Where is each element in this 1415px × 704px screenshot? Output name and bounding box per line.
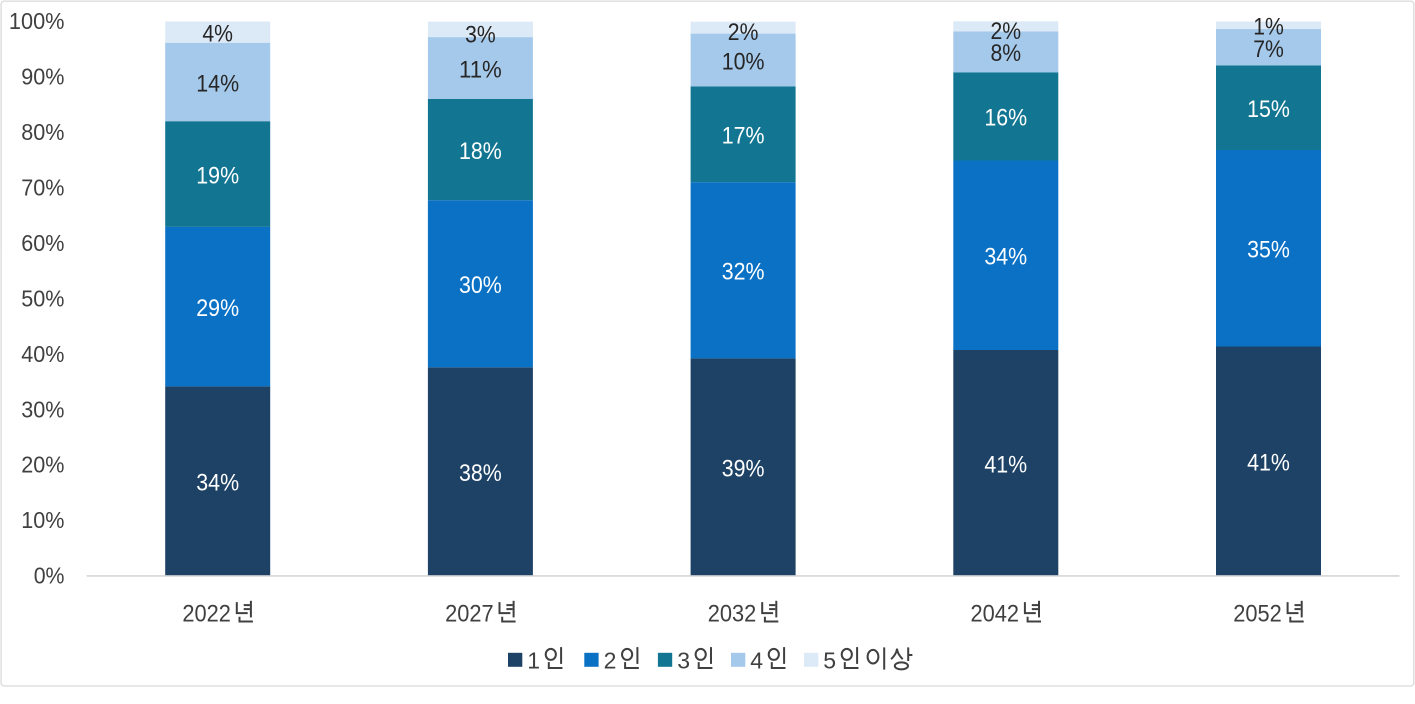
svg-text:15%: 15% (1247, 96, 1290, 123)
svg-text:70%: 70% (21, 174, 64, 200)
svg-text:11%: 11% (459, 56, 502, 83)
svg-text:2032: 2032 (708, 601, 757, 628)
svg-text:8%: 8% (991, 40, 1022, 67)
svg-text:4: 4 (750, 647, 763, 673)
svg-text:20%: 20% (21, 452, 64, 478)
svg-text:3: 3 (677, 647, 690, 673)
svg-text:17%: 17% (722, 123, 765, 150)
svg-text:38%: 38% (459, 460, 502, 487)
svg-text:18%: 18% (459, 138, 502, 165)
svg-text:2%: 2% (991, 18, 1022, 45)
svg-text:30%: 30% (21, 396, 64, 422)
svg-text:10%: 10% (21, 507, 64, 533)
svg-text:80%: 80% (21, 119, 64, 145)
svg-text:30%: 30% (459, 272, 502, 299)
svg-text:34%: 34% (196, 469, 239, 496)
svg-text:39%: 39% (722, 455, 765, 482)
svg-text:2027: 2027 (445, 601, 494, 628)
svg-text:2052: 2052 (1233, 601, 1282, 628)
svg-text:10%: 10% (722, 48, 765, 75)
svg-text:2022: 2022 (182, 601, 231, 628)
svg-text:41%: 41% (984, 451, 1027, 478)
svg-text:2%: 2% (728, 19, 759, 46)
svg-text:41%: 41% (1247, 450, 1290, 477)
svg-text:34%: 34% (984, 244, 1027, 271)
svg-text:5: 5 (823, 647, 836, 673)
svg-text:0%: 0% (34, 563, 65, 589)
svg-text:4%: 4% (202, 20, 233, 47)
svg-text:7%: 7% (1253, 36, 1284, 63)
svg-text:3%: 3% (465, 21, 496, 48)
svg-text:2: 2 (604, 647, 617, 673)
svg-text:14%: 14% (196, 70, 239, 97)
svg-text:16%: 16% (984, 105, 1027, 132)
svg-text:100%: 100% (9, 8, 65, 34)
svg-text:1%: 1% (1253, 13, 1284, 40)
svg-text:60%: 60% (21, 230, 64, 256)
svg-text:32%: 32% (722, 259, 765, 286)
svg-text:29%: 29% (196, 295, 239, 322)
svg-text:19%: 19% (196, 162, 239, 189)
svg-text:90%: 90% (21, 64, 64, 90)
svg-text:50%: 50% (21, 285, 64, 311)
svg-text:40%: 40% (21, 341, 64, 367)
svg-text:1: 1 (527, 647, 540, 673)
svg-text:2042: 2042 (971, 601, 1020, 628)
svg-text:35%: 35% (1247, 237, 1290, 264)
